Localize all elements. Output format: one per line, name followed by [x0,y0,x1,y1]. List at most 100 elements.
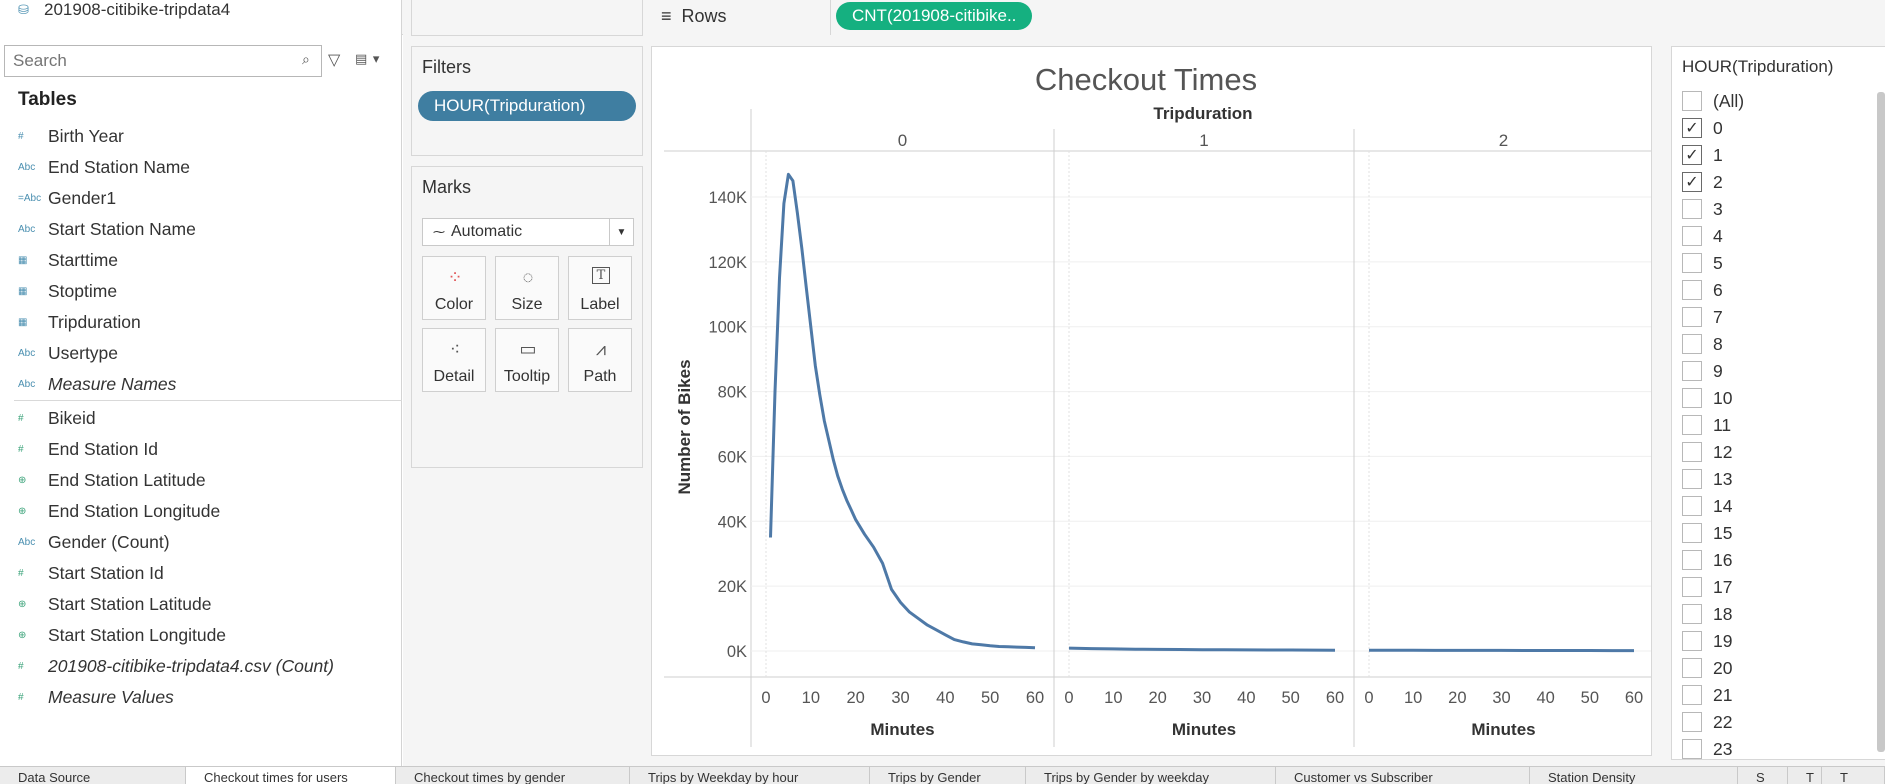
dimension-field[interactable]: Abc Measure Names [18,371,176,397]
checkbox-empty-icon[interactable] [1682,280,1702,300]
checkbox-empty-icon[interactable] [1682,199,1702,219]
quick-filter-item[interactable]: 10 [1682,386,1732,410]
checkbox-empty-icon[interactable] [1682,307,1702,327]
sheet-tab[interactable]: Station Density [1530,767,1738,784]
quick-filter-item[interactable]: ✓ 2 [1682,170,1723,194]
checkbox-checked-icon[interactable]: ✓ [1682,145,1702,165]
measure-field[interactable]: Abc Gender (Count) [18,529,170,555]
measure-field[interactable]: ⊕ End Station Latitude [18,467,206,493]
dimension-field[interactable]: Abc Start Station Name [18,216,196,242]
quick-filter-scrollbar[interactable] [1877,92,1885,752]
dimension-field[interactable]: # Birth Year [18,123,124,149]
checkbox-empty-icon[interactable] [1682,415,1702,435]
sheet-tab[interactable]: Data Source [0,767,186,784]
marks-tooltip-button[interactable]: ▭ Tooltip [495,328,559,392]
quick-filter-item[interactable]: 17 [1682,575,1732,599]
view-options-icon[interactable]: ▤ ▾ [355,51,381,66]
checkbox-empty-icon[interactable] [1682,496,1702,516]
quick-filter-item[interactable]: 22 [1682,710,1732,734]
measure-field[interactable]: # Start Station Id [18,560,164,586]
chevron-down-icon[interactable]: ▼ [609,219,633,245]
x-tick-label: 30 [1492,689,1510,707]
search-icon[interactable]: ⌕ [302,51,310,67]
datasource-row[interactable]: ⛁ 201908-citibike-tripdata4 [18,0,230,21]
checkbox-checked-icon[interactable]: ✓ [1682,172,1702,192]
dimension-field[interactable]: ▦ Stoptime [18,278,117,304]
checkbox-empty-icon[interactable] [1682,685,1702,705]
checkbox-empty-icon[interactable] [1682,550,1702,570]
quick-filter-item-label: 23 [1713,738,1733,759]
quick-filter-item[interactable]: (All) [1682,89,1744,113]
sheet-tab[interactable]: S [1738,767,1788,784]
checkbox-empty-icon[interactable] [1682,361,1702,381]
quick-filter-item[interactable]: ✓ 1 [1682,143,1723,167]
checkbox-empty-icon[interactable] [1682,253,1702,273]
sheet-tab[interactable]: Checkout times by gender [396,767,630,784]
quick-filter-item[interactable]: 7 [1682,305,1723,329]
checkbox-empty-icon[interactable] [1682,577,1702,597]
measure-field[interactable]: # End Station Id [18,436,158,462]
measure-field[interactable]: # Measure Values [18,684,174,710]
dimension-field[interactable]: ▦ Starttime [18,247,118,273]
quick-filter-item[interactable]: 8 [1682,332,1723,356]
checkbox-empty-icon[interactable] [1682,442,1702,462]
measure-field[interactable]: #201908-citibike-tripdata4.csv (Count) [18,653,334,679]
checkbox-empty-icon[interactable] [1682,334,1702,354]
checkbox-empty-icon[interactable] [1682,469,1702,489]
sheet-tab[interactable]: T [1788,767,1822,784]
sheet-tab[interactable]: Checkout times for users [186,767,396,784]
checkbox-empty-icon[interactable] [1682,739,1702,759]
marks-size-button[interactable]: ◌ Size [495,256,559,320]
marks-path-button[interactable]: ⩘ Path [568,328,632,392]
measure-field[interactable]: ⊕ End Station Longitude [18,498,220,524]
quick-filter-item[interactable]: 12 [1682,440,1732,464]
dimension-field[interactable]: =Abc Gender1 [18,185,116,211]
sheet-tab[interactable]: T [1822,767,1885,784]
search-input[interactable] [4,45,322,77]
sheet-tab[interactable]: Trips by Gender by weekday [1026,767,1276,784]
quick-filter-item[interactable]: ✓ 0 [1682,116,1723,140]
quick-filter-item[interactable]: 16 [1682,548,1732,572]
series-line-0 [769,172,1036,650]
quick-filter-item[interactable]: 23 [1682,737,1732,761]
checkbox-empty-icon[interactable] [1682,388,1702,408]
checkbox-empty-icon[interactable] [1682,91,1702,111]
marks-detail-button[interactable]: ⁖ Detail [422,328,486,392]
checkbox-empty-icon[interactable] [1682,712,1702,732]
checkbox-empty-icon[interactable] [1682,523,1702,543]
rows-pill[interactable]: CNT(201908-citibike.. [836,2,1033,30]
sheet-tab[interactable]: Trips by Weekday by hour [630,767,870,784]
dimension-field[interactable]: Abc End Station Name [18,154,190,180]
filter-icon[interactable]: ▽ [328,52,341,69]
quick-filter-item[interactable]: 6 [1682,278,1723,302]
quick-filter-item[interactable]: 5 [1682,251,1723,275]
dimension-field[interactable]: ▦ Tripduration [18,309,141,335]
measure-field[interactable]: # Bikeid [18,405,96,431]
quick-filter-item[interactable]: 18 [1682,602,1732,626]
measure-field[interactable]: ⊕ Start Station Longitude [18,622,226,648]
measure-field[interactable]: ⊕ Start Station Latitude [18,591,211,617]
quick-filter-item[interactable]: 3 [1682,197,1723,221]
marks-color-button[interactable]: ⁘ Color [422,256,486,320]
sheet-tab[interactable]: Customer vs Subscriber [1276,767,1530,784]
mark-type-dropdown[interactable]: ⁓ Automatic ▼ [422,218,634,246]
quick-filter-item[interactable]: 14 [1682,494,1732,518]
quick-filter-item[interactable]: 9 [1682,359,1723,383]
quick-filter-item[interactable]: 15 [1682,521,1732,545]
calendar-icon: ▦ [18,316,28,328]
dimension-field[interactable]: Abc Usertype [18,340,118,366]
checkbox-empty-icon[interactable] [1682,604,1702,624]
quick-filter-item[interactable]: 11 [1682,413,1731,437]
quick-filter-item[interactable]: 4 [1682,224,1723,248]
quick-filter-item[interactable]: 21 [1682,683,1732,707]
checkbox-empty-icon[interactable] [1682,658,1702,678]
checkbox-empty-icon[interactable] [1682,226,1702,246]
filter-pill[interactable]: HOUR(Tripduration) [418,91,636,121]
marks-label-button[interactable]: T Label [568,256,632,320]
sheet-tab[interactable]: Trips by Gender [870,767,1026,784]
quick-filter-item[interactable]: 13 [1682,467,1732,491]
checkbox-checked-icon[interactable]: ✓ [1682,118,1702,138]
checkbox-empty-icon[interactable] [1682,631,1702,651]
quick-filter-item[interactable]: 20 [1682,656,1732,680]
quick-filter-item[interactable]: 19 [1682,629,1732,653]
